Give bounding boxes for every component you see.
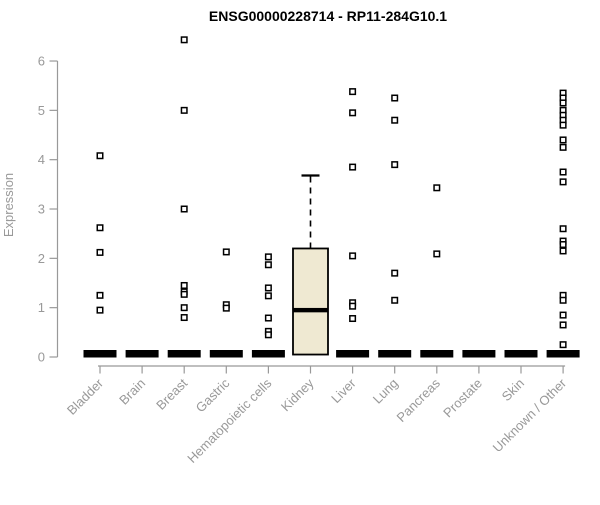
outlier-point [96, 248, 104, 256]
outlier-point [433, 184, 441, 192]
y-tick-label: 2 [38, 251, 45, 266]
outlier-point [264, 261, 272, 269]
outlier-point [349, 163, 357, 171]
y-tick-label: 1 [38, 300, 45, 315]
outlier-point [96, 152, 104, 160]
x-tick-label: Skin [499, 376, 527, 404]
outlier-point [391, 116, 399, 124]
outlier-point [559, 341, 567, 349]
x-tick-label: Prostate [440, 376, 485, 421]
y-tick-label: 0 [38, 350, 45, 365]
outlier-point [96, 306, 104, 314]
outlier-point [391, 94, 399, 102]
collapsed-box [546, 350, 580, 358]
y-tick-label: 4 [38, 152, 45, 167]
x-tick-label: Bladder [64, 375, 107, 418]
outlier-point [180, 106, 188, 114]
x-tick-label: Brain [116, 376, 148, 408]
collapsed-box [504, 350, 538, 358]
outlier-point [349, 109, 357, 117]
y-tick-label: 5 [38, 103, 45, 118]
x-tick-label: Lung [370, 376, 401, 407]
outlier-point [559, 136, 567, 144]
outlier-point [559, 178, 567, 186]
outlier-point [559, 225, 567, 233]
x-tick-label: Kidney [278, 375, 317, 414]
collapsed-box [251, 350, 285, 358]
collapsed-box [83, 350, 117, 358]
box [292, 247, 329, 356]
outlier-point [180, 281, 188, 289]
outlier-point [264, 331, 272, 339]
collapsed-box [125, 350, 159, 358]
outlier-point [264, 284, 272, 292]
outlier-point [559, 296, 567, 304]
outlier-point [96, 224, 104, 232]
x-tick-label: Pancreas [393, 375, 443, 425]
outlier-point [559, 168, 567, 176]
chart-title: ENSG00000228714 - RP11-284G10.1 [209, 8, 447, 24]
x-tick-label: Gastric [193, 375, 233, 415]
collapsed-box [462, 350, 496, 358]
collapsed-box [336, 350, 370, 358]
outlier-point [559, 121, 567, 129]
outlier-point [349, 252, 357, 260]
outlier-point [264, 253, 272, 261]
outlier-point [559, 241, 567, 249]
collapsed-box [420, 350, 454, 358]
collapsed-box [209, 350, 243, 358]
outlier-point [222, 304, 230, 312]
outlier-point [349, 302, 357, 310]
outlier-point [96, 291, 104, 299]
outlier-point [180, 314, 188, 322]
outlier-point [180, 290, 188, 298]
collapsed-box [167, 350, 201, 358]
collapsed-box [378, 350, 412, 358]
outlier-point [264, 314, 272, 322]
outlier-point [559, 247, 567, 255]
outlier-point [180, 304, 188, 312]
outlier-point [264, 292, 272, 300]
outlier-point [349, 315, 357, 323]
outlier-point [559, 99, 567, 107]
outlier-point [391, 161, 399, 169]
outlier-point [559, 311, 567, 319]
outlier-point [391, 296, 399, 304]
outlier-point [391, 269, 399, 277]
x-tick-label: Breast [153, 375, 190, 412]
outlier-point [222, 248, 230, 256]
median-line [293, 307, 328, 313]
y-tick-label: 6 [38, 54, 45, 69]
outlier-point [559, 321, 567, 329]
x-tick-label: Liver [328, 375, 359, 406]
x-tick-label: Unknown / Other [490, 375, 570, 455]
y-tick-label: 3 [38, 202, 45, 217]
outlier-point [433, 250, 441, 258]
outlier-point [349, 88, 357, 96]
y-axis-label: Expression [1, 173, 16, 237]
outlier-point [180, 36, 188, 44]
outlier-point [180, 205, 188, 213]
outlier-point [559, 143, 567, 151]
